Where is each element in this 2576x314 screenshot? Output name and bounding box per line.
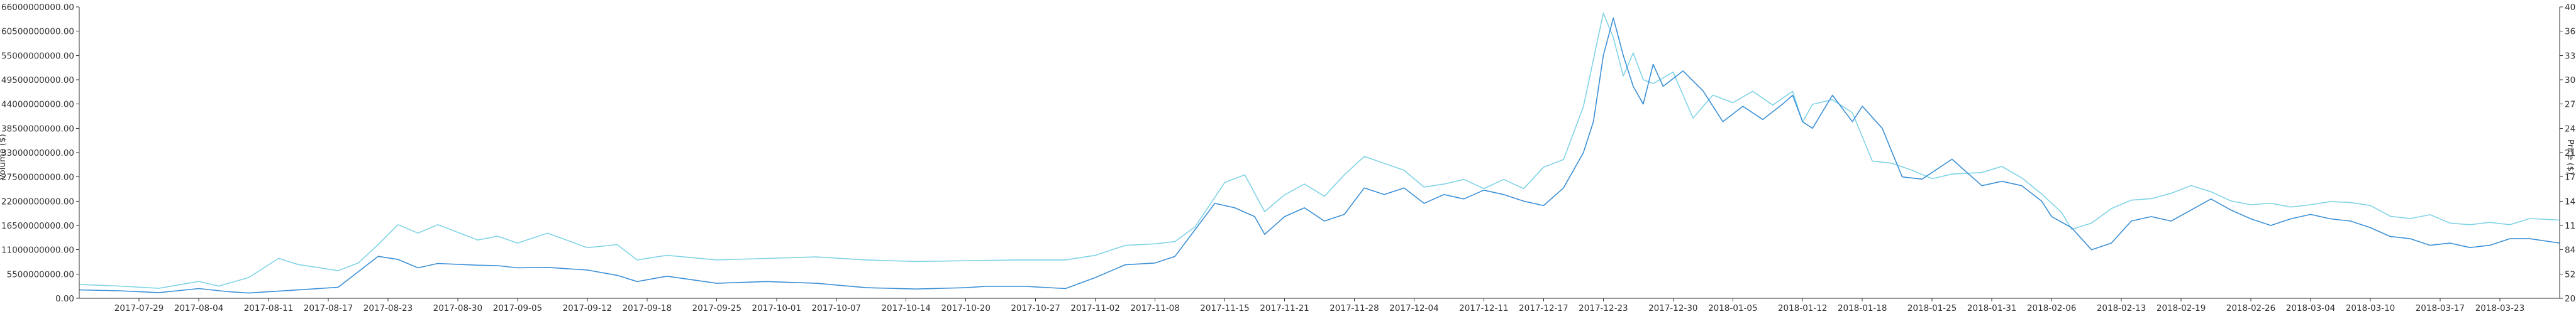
y-right-tick-label: 2420.00 (2565, 124, 2576, 134)
x-tick-label: 2018-03-10 (2346, 303, 2395, 313)
x-tick-label: 2017-09-12 (563, 303, 612, 313)
x-tick-label: 2018-01-25 (1907, 303, 1957, 313)
y-left-tick-label: 22000000000.00 (1, 197, 74, 207)
y-left-tick-label: 27500000000.00 (1, 173, 74, 183)
y-left-tick-label: 5500000000.00 (7, 269, 74, 279)
price-series-line (79, 13, 2560, 288)
y-axis-left-title: Volume ($) (0, 134, 8, 180)
y-left-tick-label: 60500000000.00 (1, 27, 74, 37)
y-right-tick-label: 1150.00 (2565, 221, 2576, 231)
y-right-tick-label: 1470.00 (2565, 197, 2576, 207)
y-left-tick-label: 16500000000.00 (1, 221, 74, 231)
x-tick-label: 2018-02-26 (2226, 303, 2275, 313)
x-tick-label: 2017-12-11 (1459, 303, 1508, 313)
x-tick-label: 2018-02-13 (2097, 303, 2146, 313)
plot-area (79, 13, 2560, 293)
y-left-tick-label: 11000000000.00 (1, 246, 74, 256)
x-tick-label: 2018-01-12 (1778, 303, 1827, 313)
x-axis: 2017-07-29 2017-08-04 2017-08-11 2017-08-17… (79, 298, 2560, 313)
y-left-tick-label: 55000000000.00 (1, 51, 74, 61)
y-left-tick-label: 44000000000.00 (1, 100, 74, 110)
x-tick-label: 2017-08-23 (364, 303, 413, 313)
y-right-tick-label: 3690.00 (2565, 27, 2576, 37)
x-tick-label: 2017-10-14 (881, 303, 930, 313)
x-tick-label: 2017-11-15 (1200, 303, 1249, 313)
x-tick-label: 2018-01-05 (1708, 303, 1757, 313)
volume-series-line (79, 18, 2560, 293)
x-tick-label: 2017-10-20 (941, 303, 990, 313)
y-axis-right-title: Price ($) (2565, 139, 2575, 175)
x-tick-label: 2017-09-25 (692, 303, 741, 313)
y-right-tick-label: 4000.00 (2565, 3, 2576, 13)
x-tick-label: 2018-01-18 (1838, 303, 1887, 313)
x-tick-label: 2017-09-05 (493, 303, 542, 313)
x-tick-label: 2017-11-21 (1260, 303, 1309, 313)
y-axis-left: 0.00 5500000000.00 11000000000.00 165000000… (1, 3, 79, 304)
x-tick-label: 2017-08-11 (244, 303, 293, 313)
x-tick-label: 2017-08-17 (304, 303, 353, 313)
y-right-tick-label: 520.00 (2565, 269, 2576, 279)
x-tick-label: 2017-08-30 (433, 303, 482, 313)
x-tick-label: 2017-11-28 (1330, 303, 1379, 313)
x-tick-label: 2017-10-27 (1011, 303, 1060, 313)
x-tick-label: 2018-03-17 (2416, 303, 2465, 313)
y-left-tick-label: 49500000000.00 (1, 75, 74, 85)
y-right-tick-label: 200.00 (2565, 294, 2576, 304)
x-tick-label: 2017-09-18 (623, 303, 672, 313)
x-tick-label: 2017-10-07 (812, 303, 861, 313)
x-tick-label: 2017-10-01 (752, 303, 801, 313)
x-tick-label: 2017-12-04 (1389, 303, 1438, 313)
x-tick-label: 2017-11-02 (1070, 303, 1119, 313)
x-tick-label: 2017-08-04 (174, 303, 223, 313)
y-left-tick-label: 0.00 (55, 294, 74, 304)
x-tick-label: 2018-02-19 (2157, 303, 2206, 313)
y-left-tick-label: 33000000000.00 (1, 148, 74, 158)
y-right-tick-label: 840.00 (2565, 246, 2576, 256)
y-left-tick-label: 66000000000.00 (1, 3, 74, 13)
x-tick-label: 2018-03-23 (2475, 303, 2524, 313)
x-tick-label: 2018-01-31 (1967, 303, 2016, 313)
y-left-tick-label: 38500000000.00 (1, 124, 74, 134)
x-tick-label: 2017-12-23 (1579, 303, 1628, 313)
x-tick-label: 2017-12-30 (1648, 303, 1697, 313)
x-tick-label: 2017-07-29 (114, 303, 164, 313)
x-tick-label: 2017-11-08 (1130, 303, 1179, 313)
y-right-tick-label: 3370.00 (2565, 51, 2576, 61)
y-right-tick-label: 3050.00 (2565, 75, 2576, 85)
x-tick-label: 2018-02-06 (2027, 303, 2076, 313)
y-right-tick-label: 2740.00 (2565, 100, 2576, 110)
x-tick-label: 2017-12-17 (1519, 303, 1568, 313)
x-tick-label: 2018-03-04 (2286, 303, 2335, 313)
